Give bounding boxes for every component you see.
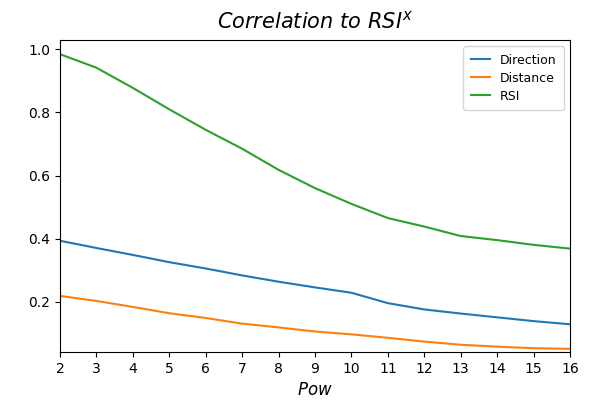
Distance [56, 294, 64, 298]
RSI [348, 202, 355, 206]
RSI [239, 146, 246, 151]
RSI [129, 86, 136, 90]
RSI [166, 107, 173, 112]
Distance [348, 332, 355, 337]
Distance [129, 304, 136, 309]
Legend: Direction, Distance, RSI: Direction, Distance, RSI [463, 46, 564, 110]
Distance [311, 329, 319, 334]
Distance [275, 325, 282, 330]
Distance [93, 298, 100, 303]
Direction [348, 290, 355, 295]
Line: Distance: Distance [60, 296, 570, 349]
RSI [530, 242, 537, 247]
RSI [566, 246, 574, 251]
Distance [494, 344, 501, 349]
RSI [202, 128, 209, 132]
Direction [129, 252, 136, 257]
Line: Direction: Direction [60, 241, 570, 324]
Distance [384, 336, 391, 340]
Direction [530, 319, 537, 324]
RSI [384, 216, 391, 220]
Distance [421, 339, 428, 344]
Direction [56, 238, 64, 243]
Direction [202, 266, 209, 271]
Distance [566, 346, 574, 351]
RSI [93, 65, 100, 70]
Direction [239, 273, 246, 278]
Direction [311, 285, 319, 290]
RSI [275, 168, 282, 172]
Distance [530, 346, 537, 351]
Distance [239, 321, 246, 326]
X-axis label: $\it{Pow}$: $\it{Pow}$ [297, 381, 333, 399]
RSI [421, 224, 428, 229]
Direction [275, 279, 282, 284]
Distance [166, 311, 173, 316]
Line: RSI: RSI [60, 54, 570, 249]
Direction [566, 322, 574, 327]
Direction [166, 260, 173, 264]
Direction [494, 315, 501, 320]
RSI [56, 52, 64, 56]
RSI [494, 238, 501, 242]
Distance [202, 316, 209, 320]
RSI [311, 186, 319, 190]
Direction [384, 301, 391, 306]
Direction [93, 246, 100, 250]
Title: $\it{Correlation\ to\ RSI^{x}}$: $\it{Correlation\ to\ RSI^{x}}$ [217, 11, 413, 33]
Direction [457, 311, 464, 316]
Direction [421, 307, 428, 312]
RSI [457, 234, 464, 238]
Distance [457, 342, 464, 347]
